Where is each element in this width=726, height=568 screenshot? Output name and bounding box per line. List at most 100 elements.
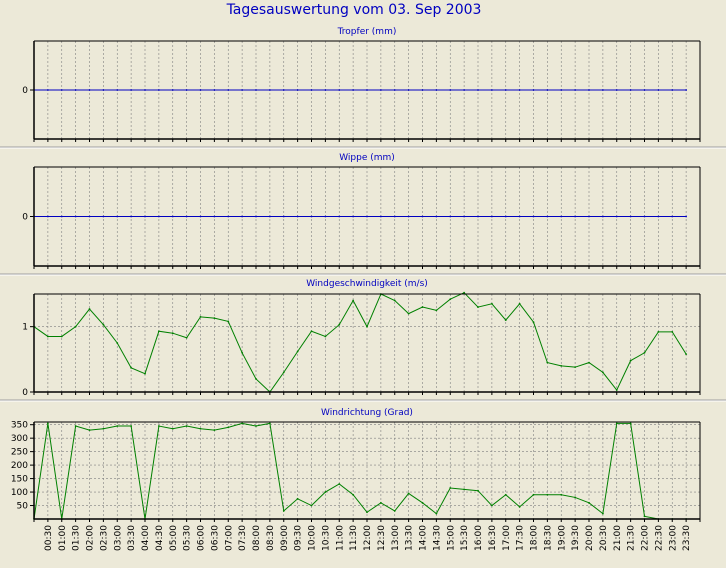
data-point xyxy=(546,89,549,91)
x-tick-label: 03:00 xyxy=(113,525,123,551)
data-point xyxy=(449,89,452,91)
data-point xyxy=(282,371,285,374)
x-tick-label: 15:30 xyxy=(460,525,470,551)
data-point xyxy=(463,215,466,218)
data-point xyxy=(463,89,466,91)
data-point xyxy=(213,89,216,91)
data-point xyxy=(560,89,563,91)
data-point xyxy=(615,215,618,218)
data-point xyxy=(449,487,452,489)
data-point xyxy=(74,215,77,218)
x-tick-label: 04:00 xyxy=(141,525,151,551)
data-point xyxy=(477,489,479,492)
data-point xyxy=(282,89,285,91)
data-point xyxy=(46,215,49,218)
data-point xyxy=(171,89,174,91)
data-point xyxy=(255,425,257,427)
data-point xyxy=(421,501,424,504)
data-point xyxy=(310,330,313,333)
data-point xyxy=(601,215,604,218)
data-point xyxy=(588,501,590,504)
data-point xyxy=(102,89,105,91)
data-point xyxy=(615,89,618,91)
data-point xyxy=(352,215,355,218)
data-point xyxy=(185,336,188,339)
data-point xyxy=(518,302,521,305)
data-point xyxy=(60,89,63,91)
x-tick-label: 18:00 xyxy=(530,525,540,551)
data-point xyxy=(643,215,646,218)
data-point xyxy=(227,215,230,218)
data-point xyxy=(102,323,105,326)
data-point xyxy=(366,511,368,514)
data-point xyxy=(379,89,382,91)
data-point xyxy=(601,371,604,374)
data-point xyxy=(157,89,160,91)
data-point xyxy=(657,330,660,333)
data-point xyxy=(241,89,244,91)
data-point xyxy=(560,364,563,367)
x-tick-label: 21:30 xyxy=(627,525,637,551)
data-point xyxy=(74,425,77,427)
data-point xyxy=(657,89,660,91)
data-point xyxy=(324,491,327,493)
data-point xyxy=(157,425,160,427)
y-tick-label: 0 xyxy=(22,86,28,96)
data-point xyxy=(615,389,618,391)
data-point xyxy=(144,215,146,218)
data-point xyxy=(88,215,91,218)
data-point xyxy=(199,215,202,218)
data-point xyxy=(504,493,507,496)
data-point xyxy=(296,497,299,500)
x-tick-label: 02:30 xyxy=(99,525,109,551)
y-tick-label: 200 xyxy=(11,461,28,471)
data-point xyxy=(282,510,285,512)
data-point xyxy=(504,319,507,322)
data-point xyxy=(393,215,396,218)
data-point xyxy=(255,378,257,380)
data-point xyxy=(324,89,327,91)
data-point xyxy=(46,335,49,338)
data-point xyxy=(88,89,91,91)
data-point xyxy=(268,89,271,91)
x-tick-label: 12:00 xyxy=(363,525,373,551)
data-point xyxy=(144,89,146,91)
data-point xyxy=(144,372,146,375)
data-point xyxy=(435,512,438,515)
data-point xyxy=(366,325,368,328)
data-point xyxy=(490,302,493,305)
data-point xyxy=(463,488,466,491)
data-point xyxy=(130,215,133,218)
data-point xyxy=(255,89,257,91)
data-point xyxy=(601,89,604,91)
chart-title: Windrichtung (Grad) xyxy=(321,408,413,418)
data-point xyxy=(588,215,590,218)
x-tick-label: 09:00 xyxy=(280,525,290,551)
data-point xyxy=(227,426,230,429)
data-point xyxy=(213,317,216,320)
x-tick-label: 06:00 xyxy=(197,525,207,551)
x-tick-label: 05:30 xyxy=(183,525,193,551)
chart-panel-4: Windrichtung (Grad) 50 100 150 200 250 300 350 xyxy=(11,408,701,522)
data-point xyxy=(490,215,493,218)
data-point xyxy=(227,320,230,323)
data-point xyxy=(157,215,160,218)
data-point xyxy=(60,335,63,338)
y-tick-label: 0 xyxy=(22,213,28,223)
x-tick-label: 20:30 xyxy=(599,525,609,551)
data-point xyxy=(574,496,577,499)
x-tick-label: 00:30 xyxy=(44,525,54,551)
data-point xyxy=(199,427,202,430)
x-tick-label: 03:30 xyxy=(127,525,137,551)
data-point xyxy=(490,89,493,91)
data-point xyxy=(449,215,452,218)
x-tick-label: 19:00 xyxy=(557,525,567,551)
data-point xyxy=(407,89,410,91)
x-tick-label: 10:00 xyxy=(308,525,318,551)
x-tick-label: 07:30 xyxy=(238,525,248,551)
data-point xyxy=(102,215,105,218)
data-point xyxy=(324,215,327,218)
data-point xyxy=(88,429,91,431)
data-point xyxy=(407,492,410,495)
